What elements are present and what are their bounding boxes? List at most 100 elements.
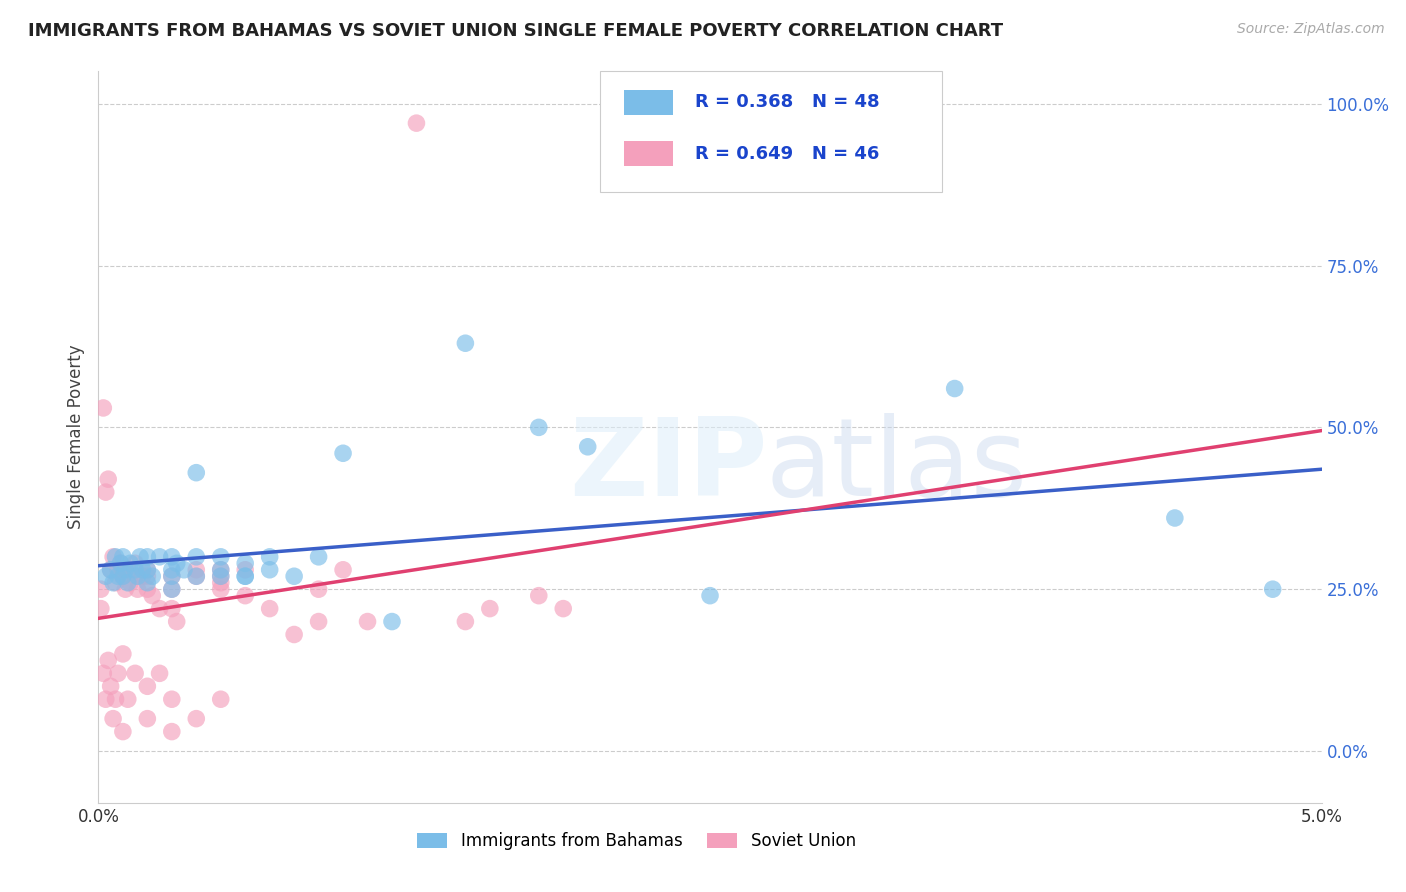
Point xyxy=(356,615,378,629)
Point xyxy=(94,569,117,583)
Point xyxy=(173,563,195,577)
Point xyxy=(259,601,281,615)
Point xyxy=(209,569,232,583)
Point xyxy=(283,627,305,641)
Point xyxy=(209,575,232,590)
Point xyxy=(117,692,139,706)
Point xyxy=(332,446,354,460)
Point xyxy=(943,382,966,396)
Point xyxy=(104,575,127,590)
Point xyxy=(576,440,599,454)
Point xyxy=(97,472,120,486)
Point xyxy=(127,582,149,597)
Text: atlas: atlas xyxy=(765,413,1026,519)
Point xyxy=(527,420,550,434)
Point xyxy=(104,549,127,564)
Point xyxy=(160,569,183,583)
Point xyxy=(111,647,134,661)
Point xyxy=(127,569,149,583)
Point xyxy=(186,549,208,564)
Point xyxy=(233,563,256,577)
Bar xyxy=(624,89,673,115)
Point xyxy=(1261,582,1284,597)
Point xyxy=(136,679,159,693)
Text: IMMIGRANTS FROM BAHAMAS VS SOVIET UNION SINGLE FEMALE POVERTY CORRELATION CHART: IMMIGRANTS FROM BAHAMAS VS SOVIET UNION … xyxy=(28,22,1004,40)
Point xyxy=(1164,511,1187,525)
Point xyxy=(107,666,129,681)
Point xyxy=(100,563,122,577)
Point xyxy=(124,557,146,571)
Point xyxy=(141,589,163,603)
Point xyxy=(186,712,208,726)
Point xyxy=(160,582,183,597)
Point xyxy=(308,549,330,564)
Point xyxy=(136,563,159,577)
Point xyxy=(124,563,146,577)
Point xyxy=(381,615,404,629)
Point xyxy=(478,601,501,615)
Point xyxy=(91,666,114,681)
Point xyxy=(101,575,124,590)
Point xyxy=(94,692,117,706)
Point xyxy=(699,589,721,603)
Point xyxy=(454,336,477,351)
Point xyxy=(233,557,256,571)
Point xyxy=(160,582,183,597)
Point xyxy=(110,557,132,571)
Point xyxy=(111,569,134,583)
Point xyxy=(160,569,183,583)
Point xyxy=(131,569,153,583)
Point xyxy=(233,569,256,583)
Point xyxy=(166,557,188,571)
Point xyxy=(186,466,208,480)
Point xyxy=(553,601,575,615)
Point xyxy=(131,563,153,577)
Point xyxy=(111,724,134,739)
Point xyxy=(100,563,122,577)
Point xyxy=(160,724,183,739)
Point xyxy=(233,589,256,603)
Point xyxy=(283,569,305,583)
Point xyxy=(136,582,159,597)
Point xyxy=(209,549,232,564)
Point xyxy=(90,582,112,597)
Text: Source: ZipAtlas.com: Source: ZipAtlas.com xyxy=(1237,22,1385,37)
Point xyxy=(101,712,124,726)
Text: ZIP: ZIP xyxy=(569,413,768,519)
Text: R = 0.368   N = 48: R = 0.368 N = 48 xyxy=(696,94,880,112)
Point xyxy=(101,549,124,564)
Point xyxy=(149,666,172,681)
Point xyxy=(209,563,232,577)
Point xyxy=(97,653,120,667)
Point xyxy=(124,666,146,681)
Point xyxy=(94,485,117,500)
Point xyxy=(120,575,142,590)
Point xyxy=(149,601,172,615)
Point xyxy=(136,569,159,583)
Point xyxy=(160,549,183,564)
Point xyxy=(136,549,159,564)
Point xyxy=(120,557,142,571)
Point xyxy=(117,563,139,577)
Point xyxy=(124,569,146,583)
Point xyxy=(332,563,354,577)
Point xyxy=(117,575,139,590)
Point xyxy=(90,601,112,615)
Point xyxy=(136,575,159,590)
Point xyxy=(100,679,122,693)
Point xyxy=(111,569,134,583)
Point xyxy=(209,582,232,597)
Point xyxy=(233,569,256,583)
Point xyxy=(104,692,127,706)
Point xyxy=(527,589,550,603)
Point xyxy=(91,401,114,415)
Point xyxy=(209,692,232,706)
Point xyxy=(308,615,330,629)
Point xyxy=(114,582,136,597)
Point xyxy=(166,615,188,629)
Point xyxy=(454,615,477,629)
Point xyxy=(111,563,134,577)
Y-axis label: Single Female Poverty: Single Female Poverty xyxy=(67,345,86,529)
Point xyxy=(186,569,208,583)
Legend: Immigrants from Bahamas, Soviet Union: Immigrants from Bahamas, Soviet Union xyxy=(411,825,862,856)
